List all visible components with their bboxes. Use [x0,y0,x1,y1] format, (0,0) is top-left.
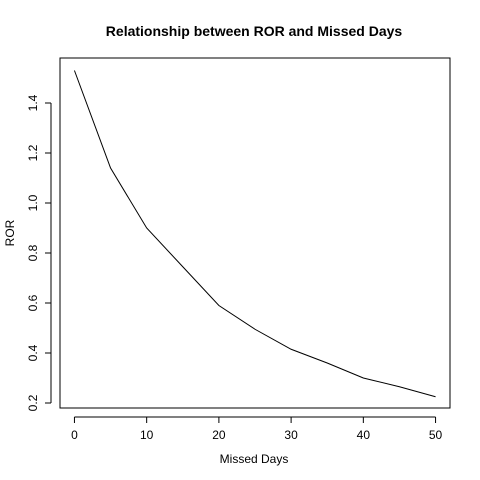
y-tick-label: 1.2 [26,144,40,161]
x-tick-label: 0 [71,428,78,442]
x-tick-label: 50 [429,428,443,442]
x-tick-label: 40 [357,428,371,442]
y-tick-label: 0.4 [26,344,40,361]
x-tick-label: 20 [212,428,226,442]
y-tick-label: 0.8 [26,244,40,261]
plot-frame [59,57,451,409]
y-axis-label: ROR [3,219,17,246]
y-axis: 0.2 0.4 0.6 0.8 1.0 1.2 1.4 [26,94,52,411]
y-tick-label: 1.4 [26,94,40,111]
chart-title: Relationship between ROR and Missed Days [106,23,403,39]
y-tick-label: 0.2 [26,394,40,411]
x-axis: 0 10 20 30 40 50 [71,416,443,442]
series-line [73,70,436,398]
x-tick-label: 30 [284,428,298,442]
y-tick-label: 1.0 [26,194,40,211]
y-tick-label: 0.6 [26,294,40,311]
x-tick-label: 10 [140,428,154,442]
x-axis-label: Missed Days [220,452,289,466]
series-layer [73,70,436,398]
